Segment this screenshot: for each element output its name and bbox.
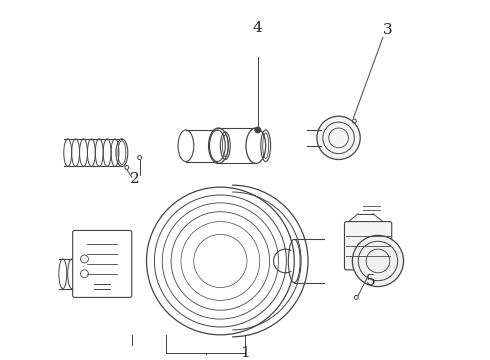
Text: 5: 5 [366,274,376,288]
Text: 2: 2 [130,172,140,186]
Text: 4: 4 [253,21,263,35]
FancyBboxPatch shape [73,230,132,297]
Circle shape [352,235,404,287]
FancyBboxPatch shape [344,222,392,270]
Text: 3: 3 [383,23,392,37]
Circle shape [317,116,360,159]
Text: 1: 1 [240,346,250,360]
Circle shape [255,127,261,133]
